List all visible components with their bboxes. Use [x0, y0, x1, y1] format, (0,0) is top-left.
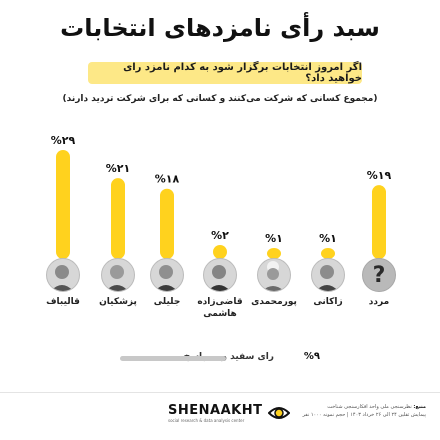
source-line2: پیمایش ثقلین ۲۴ الی ۲۶ خرداد ۱۴۰۳ | حجم …	[302, 411, 426, 418]
candidate-pezeshkian: پزشکیان	[92, 258, 144, 309]
vote-bar-chart: %۲۹ %۲۱ %۱۸ %۲ %۱ %۱ %۱۹	[51, 134, 392, 259]
blank-vote-row: %۹ رای سفید و بی‌پاسخ	[120, 351, 320, 365]
footer-divider	[0, 392, 440, 393]
bar-value-label: %۲	[211, 229, 229, 242]
bar-5	[321, 248, 335, 259]
brand-text: SHENAAKHT social research & data analysi…	[168, 403, 262, 423]
candidate-ghazizadeh-hashemi: قاضی‌زاده هاشمی	[194, 258, 246, 320]
bar-3	[213, 244, 227, 259]
bar-2	[160, 188, 174, 259]
question-mark-symbol: ?	[372, 262, 386, 288]
blank-vote-percent: %۹	[303, 351, 320, 362]
avatar-photo-icon	[46, 258, 80, 292]
candidate-list: قالیباف پزشکیان جلیلی قاضی‌زاده هاشمی پو…	[0, 258, 440, 338]
survey-subtitle: (مجموع کسانی که شرکت می‌کنند و کسانی که …	[62, 94, 378, 104]
candidate-name: جلیلی	[153, 297, 181, 307]
avatar-photo-icon	[257, 258, 291, 292]
bar-value-label: %۱۸	[155, 173, 180, 186]
page-title: سبد رأی نامزدهای انتخابات	[60, 14, 380, 42]
bar-4	[267, 248, 281, 259]
brand-tagline: social research & data analysis center	[168, 418, 245, 423]
candidate-name: زاکانی	[313, 297, 343, 307]
avatar-photo-icon	[203, 258, 237, 292]
blank-vote-bar	[120, 356, 226, 361]
source-note: منبع: نظرسنجی ملی واحد افکارسنجی شناخت پ…	[286, 404, 426, 419]
bar-value-label: %۱	[265, 232, 283, 245]
source-label: منبع:	[413, 404, 426, 410]
bar-6	[372, 185, 386, 259]
candidate-ghalibaf: قالیباف	[37, 258, 89, 309]
candidate-name-line1: قاضی‌زاده	[197, 297, 243, 307]
candidate-zakani: زاکانی	[302, 258, 354, 309]
candidate-pourmohammadi: پورمحمدی	[248, 258, 300, 309]
candidate-name: مردد	[368, 297, 390, 307]
blank-vote-label: رای سفید و بی‌پاسخ	[183, 352, 274, 362]
source-line1: نظرسنجی ملی واحد افکارسنجی شناخت	[327, 404, 412, 410]
survey-question-text: اگر امروز انتخابات برگزار شود به کدام نا…	[123, 62, 362, 84]
avatar-photo-icon	[150, 258, 184, 292]
bar-value-label: %۲۹	[51, 134, 76, 147]
eye-logo-icon	[268, 407, 291, 419]
candidate-jalili: جلیلی	[141, 258, 193, 309]
avatar-photo-icon	[101, 258, 135, 292]
candidate-undecided: ? مردد	[353, 258, 405, 309]
candidate-name-line2: هاشمی	[203, 308, 237, 319]
survey-question: اگر امروز انتخابات برگزار شود به کدام نا…	[88, 62, 362, 84]
bar-value-label: %۱	[319, 232, 337, 245]
brand-name: SHENAAKHT	[168, 403, 263, 418]
bar-0	[56, 150, 70, 259]
question-mark-icon: ?	[362, 258, 396, 292]
candidate-name: قالیباف	[46, 297, 80, 307]
candidate-name: پزشکیان	[99, 297, 137, 307]
bar-value-label: %۱۹	[367, 169, 392, 182]
avatar-photo-icon	[311, 258, 345, 292]
candidate-name: قاضی‌زاده هاشمی	[194, 297, 246, 320]
candidate-name: پورمحمدی	[251, 297, 297, 307]
bar-value-label: %۲۱	[106, 162, 130, 175]
bar-1	[111, 178, 125, 259]
brand-logo: SHENAAKHT social research & data analysi…	[168, 402, 291, 424]
